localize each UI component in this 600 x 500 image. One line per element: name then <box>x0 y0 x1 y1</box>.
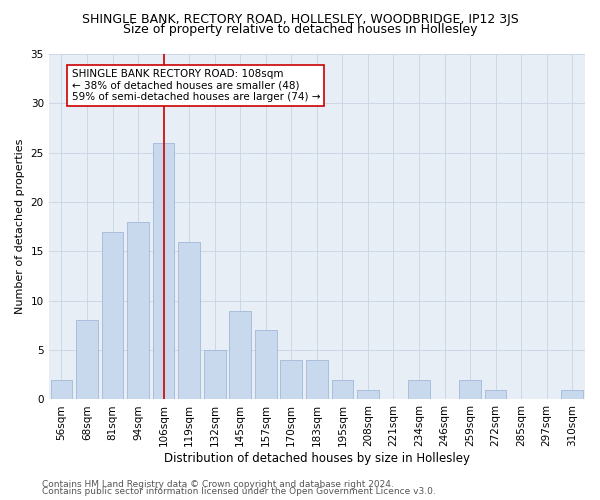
Bar <box>485 390 506 400</box>
Text: SHINGLE BANK, RECTORY ROAD, HOLLESLEY, WOODBRIDGE, IP12 3JS: SHINGLE BANK, RECTORY ROAD, HOLLESLEY, W… <box>82 12 518 26</box>
Bar <box>306 360 328 400</box>
Bar <box>357 390 379 400</box>
Bar <box>280 360 302 400</box>
X-axis label: Distribution of detached houses by size in Hollesley: Distribution of detached houses by size … <box>164 452 470 465</box>
Bar <box>204 350 226 400</box>
Bar <box>50 380 72 400</box>
Bar <box>178 242 200 400</box>
Y-axis label: Number of detached properties: Number of detached properties <box>15 139 25 314</box>
Bar <box>562 390 583 400</box>
Bar <box>101 232 124 400</box>
Text: SHINGLE BANK RECTORY ROAD: 108sqm
← 38% of detached houses are smaller (48)
59% : SHINGLE BANK RECTORY ROAD: 108sqm ← 38% … <box>71 69 320 102</box>
Bar <box>153 143 175 400</box>
Text: Contains public sector information licensed under the Open Government Licence v3: Contains public sector information licen… <box>42 488 436 496</box>
Bar <box>459 380 481 400</box>
Bar <box>332 380 353 400</box>
Text: Size of property relative to detached houses in Hollesley: Size of property relative to detached ho… <box>123 22 477 36</box>
Bar <box>76 320 98 400</box>
Text: Contains HM Land Registry data © Crown copyright and database right 2024.: Contains HM Land Registry data © Crown c… <box>42 480 394 489</box>
Bar <box>255 330 277 400</box>
Bar <box>408 380 430 400</box>
Bar <box>127 222 149 400</box>
Bar <box>229 310 251 400</box>
